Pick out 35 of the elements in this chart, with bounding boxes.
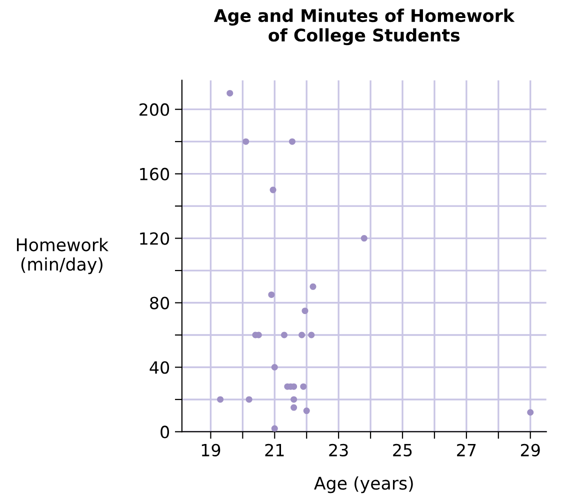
point xyxy=(226,90,234,96)
point xyxy=(271,425,278,432)
y-tick-label: 200 xyxy=(140,103,170,116)
x-tick-label: 19 xyxy=(202,444,220,456)
point xyxy=(310,283,316,290)
chart-title: Age and Minutes of Homework of College Students xyxy=(214,8,515,46)
y-tick-label: 0 xyxy=(160,426,170,438)
point xyxy=(303,408,310,414)
point xyxy=(268,291,275,298)
x-tick-label: 23 xyxy=(329,444,348,456)
point xyxy=(290,396,298,403)
y-axis-title: Homework (min/day) xyxy=(16,238,109,274)
point xyxy=(270,186,276,194)
point xyxy=(271,364,278,370)
point xyxy=(242,138,250,145)
point xyxy=(527,409,534,416)
x-tick-label: 27 xyxy=(457,444,476,456)
point xyxy=(280,332,288,338)
point xyxy=(246,396,252,403)
point xyxy=(217,396,224,403)
y-tick-label: 80 xyxy=(150,296,170,310)
y-tick-label: 120 xyxy=(140,232,170,245)
x-tick-label: 21 xyxy=(265,444,284,456)
point xyxy=(360,235,368,242)
point xyxy=(308,332,315,338)
x-tick-label: 25 xyxy=(393,444,412,456)
x-tick-label: 29 xyxy=(520,444,540,456)
point xyxy=(288,138,296,145)
point xyxy=(298,332,306,338)
point xyxy=(302,308,308,314)
point xyxy=(300,383,307,390)
point xyxy=(290,404,298,411)
x-axis-title: Age (years) xyxy=(314,476,413,494)
y-tick-label: 40 xyxy=(150,361,170,374)
y-tick-label: 160 xyxy=(140,168,170,180)
